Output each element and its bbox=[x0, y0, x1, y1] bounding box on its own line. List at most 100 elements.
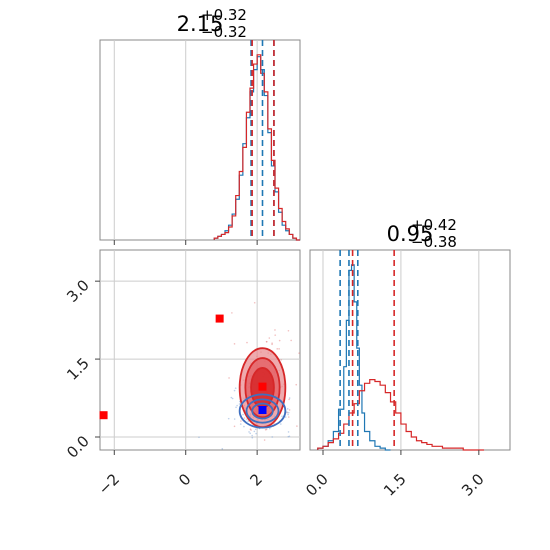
scatter-point-red bbox=[268, 337, 271, 339]
scatter-point-red bbox=[296, 425, 298, 427]
hist-panel-param2-series bbox=[317, 264, 485, 451]
hist-series-1 bbox=[317, 379, 485, 451]
scatter-point-red bbox=[231, 312, 233, 314]
scatter-point-blue bbox=[245, 418, 248, 420]
y-tick-label: 0.0 bbox=[63, 432, 93, 462]
scatter-point-blue bbox=[221, 448, 224, 450]
title-value: 0.95 bbox=[387, 222, 434, 246]
scatter-point-red bbox=[287, 416, 290, 418]
scatter-point-blue bbox=[284, 416, 287, 418]
scatter-point-red bbox=[290, 339, 292, 342]
scatter-point-red bbox=[233, 343, 236, 345]
hist-panel-param2-title-plus: +0.42 bbox=[411, 216, 457, 234]
truth-marker bbox=[215, 314, 224, 323]
x-tick-label: −2 bbox=[95, 470, 123, 498]
scatter-point-blue bbox=[231, 397, 234, 400]
scatter-point-blue bbox=[243, 425, 245, 428]
scatter-point-blue bbox=[288, 435, 291, 438]
scatter-point-blue bbox=[248, 431, 250, 433]
scatter-point-red bbox=[271, 342, 273, 345]
scatter-point-blue bbox=[238, 403, 241, 405]
hist-panel-param2-title: 0.95 bbox=[387, 222, 434, 246]
scatter-point-blue bbox=[247, 420, 250, 423]
scatter-point-blue bbox=[242, 413, 244, 416]
scatter-point-red bbox=[295, 383, 298, 386]
hist-panel-param2-title-minus: −0.38 bbox=[411, 233, 457, 251]
truth-marker bbox=[258, 406, 267, 414]
scatter-point-red bbox=[250, 429, 252, 431]
scatter-point-red bbox=[228, 377, 230, 379]
scatter-point-red bbox=[253, 301, 256, 304]
scatter-point-blue bbox=[255, 432, 257, 435]
hist-panel-param2: 0.0 1.5 3.0 0.95 +0.42 −0.38 bbox=[302, 216, 511, 500]
scatter-point-red bbox=[287, 329, 290, 332]
scatter-point-red bbox=[274, 329, 276, 331]
scatter-point-blue bbox=[239, 423, 242, 425]
x-tick-label: 0.0 bbox=[302, 470, 332, 500]
scatter-point-blue bbox=[280, 423, 282, 425]
hist-panel-param2-ticks: 0.0 1.5 3.0 bbox=[302, 450, 488, 500]
hist-panel-param1-ticks bbox=[113, 240, 258, 245]
scatter-point-blue bbox=[287, 413, 289, 416]
scatter-point-red bbox=[278, 339, 281, 342]
truth-marker bbox=[258, 382, 267, 391]
scatter-point-red bbox=[288, 398, 290, 401]
scatter-point-blue bbox=[251, 434, 253, 437]
scatter-point-red bbox=[264, 428, 267, 431]
scatter-point-blue bbox=[286, 411, 288, 413]
contour-panel-markers bbox=[99, 314, 267, 420]
scatter-point-blue bbox=[251, 436, 254, 439]
scatter-point-red bbox=[233, 425, 236, 428]
scatter-point-red bbox=[298, 352, 300, 354]
hist-panel-param1-frame bbox=[99, 39, 301, 241]
hist-series-1 bbox=[213, 54, 300, 241]
hist-panel-param2-frame bbox=[309, 249, 511, 451]
scatter-point-blue bbox=[234, 387, 237, 389]
scatter-point-blue bbox=[288, 397, 291, 399]
scatter-point-blue bbox=[254, 428, 257, 431]
scatter-point-blue bbox=[236, 404, 238, 407]
hist-panel-param1-title: 2.15 bbox=[177, 12, 224, 36]
scatter-point-blue bbox=[268, 427, 271, 430]
scatter-point-red bbox=[288, 409, 291, 411]
y-tick-label: 3.0 bbox=[63, 276, 93, 306]
x-tick-label: 3.0 bbox=[458, 470, 488, 500]
hist-panel-param1-quantile-lines bbox=[250, 40, 275, 240]
scatter-point-blue bbox=[271, 436, 274, 438]
contour-panel: −2 0 2 0.0 1.5 3.0 bbox=[63, 249, 322, 498]
scatter-point-red bbox=[240, 420, 242, 422]
scatter-point-blue bbox=[249, 432, 252, 435]
scatter-point-red bbox=[246, 341, 248, 344]
title-value: 2.15 bbox=[177, 12, 224, 36]
y-tick-label: 1.5 bbox=[63, 354, 93, 384]
hist-panel-param2-quantile-lines bbox=[339, 250, 395, 450]
scatter-point-blue bbox=[281, 415, 283, 418]
scatter-point-blue bbox=[233, 389, 236, 392]
scatter-point-blue bbox=[287, 431, 290, 433]
scatter-point-red bbox=[280, 359, 283, 361]
blue-contour-middle bbox=[245, 398, 280, 424]
hist-panel-param1-grid bbox=[113, 40, 258, 240]
scatter-point-red bbox=[265, 340, 268, 343]
hist-panel-param1-series bbox=[213, 54, 300, 241]
blue-contour-outer bbox=[238, 393, 287, 429]
blue-contour-inner bbox=[251, 402, 274, 420]
x-tick-label: 2 bbox=[246, 470, 265, 489]
scatter-point-blue bbox=[286, 408, 289, 410]
scatter-point-blue bbox=[233, 418, 236, 420]
scatter-point-red bbox=[274, 334, 277, 336]
hist-panel-param1: 2.15 +0.32 −0.32 bbox=[99, 6, 301, 245]
x-tick-label: 0 bbox=[175, 470, 194, 489]
scatter-point-red bbox=[243, 417, 246, 419]
scatter-point-blue bbox=[198, 436, 200, 439]
scatter-point-blue bbox=[287, 411, 290, 414]
scatter-point-red bbox=[276, 348, 279, 350]
x-tick-label: 1.5 bbox=[380, 470, 410, 500]
hist-panel-param1-title-plus: +0.32 bbox=[201, 6, 247, 24]
scatter-point-blue bbox=[253, 430, 256, 433]
scatter-point-red bbox=[271, 343, 273, 346]
scatter-point-blue bbox=[235, 406, 237, 409]
scatter-point-red bbox=[278, 348, 280, 350]
hist-panel-param1-title-minus: −0.32 bbox=[201, 23, 247, 41]
